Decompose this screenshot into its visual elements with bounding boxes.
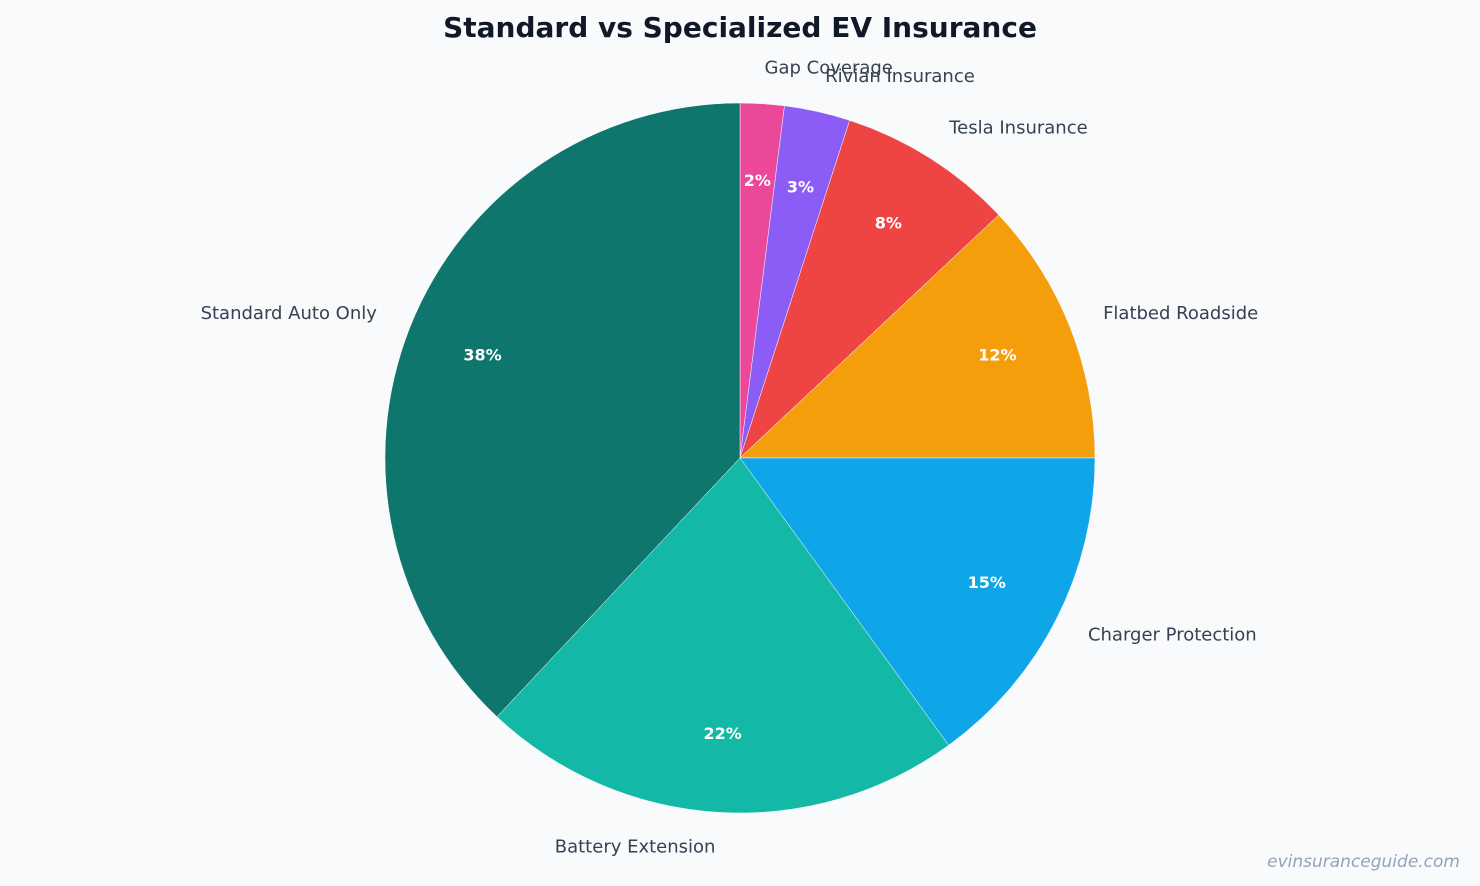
percent-label: 2% bbox=[744, 171, 771, 190]
category-label: Tesla Insurance bbox=[948, 117, 1087, 138]
percent-label: 8% bbox=[875, 214, 902, 233]
watermark: evinsuranceguide.com bbox=[1267, 852, 1460, 872]
percent-label: 22% bbox=[703, 724, 741, 743]
percent-label: 12% bbox=[978, 346, 1016, 365]
percent-labels: 2% 3% 8% 12% 15% 22% 38% bbox=[463, 171, 1016, 743]
category-label: Flatbed Roadside bbox=[1103, 303, 1258, 324]
category-label: Rivian Insurance bbox=[825, 66, 975, 87]
pie-slice-tesla-insurance bbox=[739, 120, 1000, 459]
pie-slice-standard-auto-only bbox=[384, 102, 741, 718]
percent-label: 38% bbox=[463, 346, 501, 365]
category-label: Gap Coverage bbox=[765, 57, 893, 78]
percent-label: 3% bbox=[787, 177, 814, 196]
category-label: Charger Protection bbox=[1088, 624, 1257, 645]
category-label: Battery Extension bbox=[555, 837, 716, 858]
chart-title: Standard vs Specialized EV Insurance bbox=[443, 11, 1037, 44]
pie-slices bbox=[384, 102, 1096, 814]
pie-slice-charger-protection bbox=[739, 457, 1096, 746]
pie-slice-flatbed-roadside bbox=[739, 214, 1096, 459]
pie-slice-battery-extension bbox=[496, 457, 950, 814]
percent-label: 15% bbox=[968, 573, 1006, 592]
category-label: Standard Auto Only bbox=[201, 303, 378, 324]
